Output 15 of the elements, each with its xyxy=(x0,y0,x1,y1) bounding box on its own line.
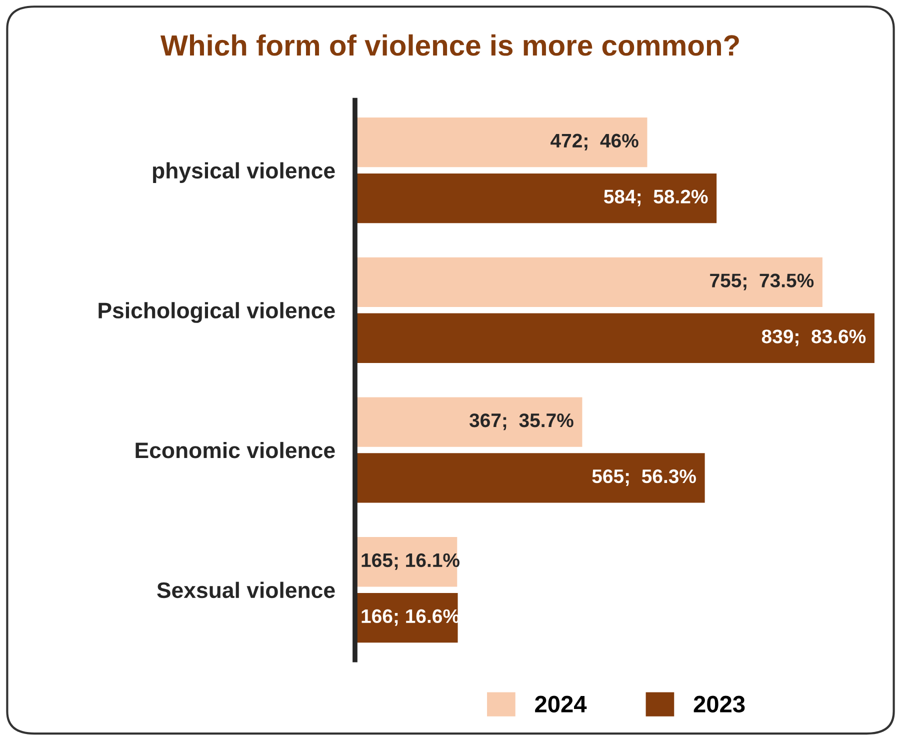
legend-label: 2024 xyxy=(535,696,587,713)
y-tick-label: Economic violence xyxy=(136,442,335,458)
y-tick-label: Psichological violence xyxy=(98,302,335,323)
legend-label: 2023 xyxy=(694,696,745,713)
chart-title: Which form of violence is more common? xyxy=(160,34,739,56)
data-label: 584; 58.2% xyxy=(604,190,708,206)
data-label: 166; 16.6% xyxy=(362,609,460,626)
data-label: 367; 35.7% xyxy=(469,413,574,430)
y-tick-label: physical violence xyxy=(152,162,335,183)
data-label: 565; 56.3% xyxy=(592,469,696,486)
data-label: 472; 46% xyxy=(550,134,638,150)
y-tick-label: Sexsual violence xyxy=(157,582,335,598)
data-label: 839; 83.6% xyxy=(762,330,866,346)
data-label: 165; 16.1% xyxy=(362,553,460,570)
data-label: 755; 73.5% xyxy=(710,274,814,290)
